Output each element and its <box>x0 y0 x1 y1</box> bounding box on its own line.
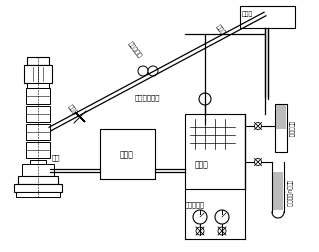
Bar <box>14 184 62 192</box>
Text: 电磁流量计: 电磁流量计 <box>127 41 143 59</box>
Text: 吸水箱: 吸水箱 <box>120 150 134 159</box>
Bar <box>273 172 283 210</box>
Text: 放水箱: 放水箱 <box>195 160 209 169</box>
Bar <box>240 7 295 29</box>
Text: 水泵: 水泵 <box>52 154 61 161</box>
Bar <box>24 66 52 84</box>
Bar <box>26 107 50 122</box>
Text: 调节阀: 调节阀 <box>66 103 78 116</box>
Text: 精密压力表: 精密压力表 <box>185 201 205 207</box>
Bar <box>100 130 155 179</box>
Circle shape <box>199 94 211 106</box>
Bar <box>185 115 245 189</box>
Text: 稳压箱: 稳压箱 <box>242 11 253 17</box>
Circle shape <box>215 210 229 224</box>
Bar <box>26 124 50 140</box>
Circle shape <box>255 159 262 166</box>
Bar <box>26 89 50 105</box>
Circle shape <box>196 227 204 235</box>
Text: 水柱测压管: 水柱测压管 <box>288 120 293 137</box>
Bar <box>16 192 60 197</box>
Bar <box>275 105 287 152</box>
Circle shape <box>193 210 207 224</box>
Bar <box>30 160 46 168</box>
Circle shape <box>218 227 226 235</box>
Circle shape <box>148 67 158 77</box>
Polygon shape <box>75 113 85 122</box>
Bar <box>18 176 58 184</box>
Text: 测压孔: 测压孔 <box>214 24 226 36</box>
Bar <box>22 164 54 176</box>
Circle shape <box>138 67 148 77</box>
Bar <box>276 106 286 130</box>
Bar <box>26 142 50 158</box>
Text: 消火栓＋孔板: 消火栓＋孔板 <box>135 94 160 101</box>
Bar <box>27 58 49 66</box>
Text: 水银柱U型测压管: 水银柱U型测压管 <box>286 179 292 206</box>
Bar <box>27 84 49 89</box>
Circle shape <box>255 123 262 130</box>
